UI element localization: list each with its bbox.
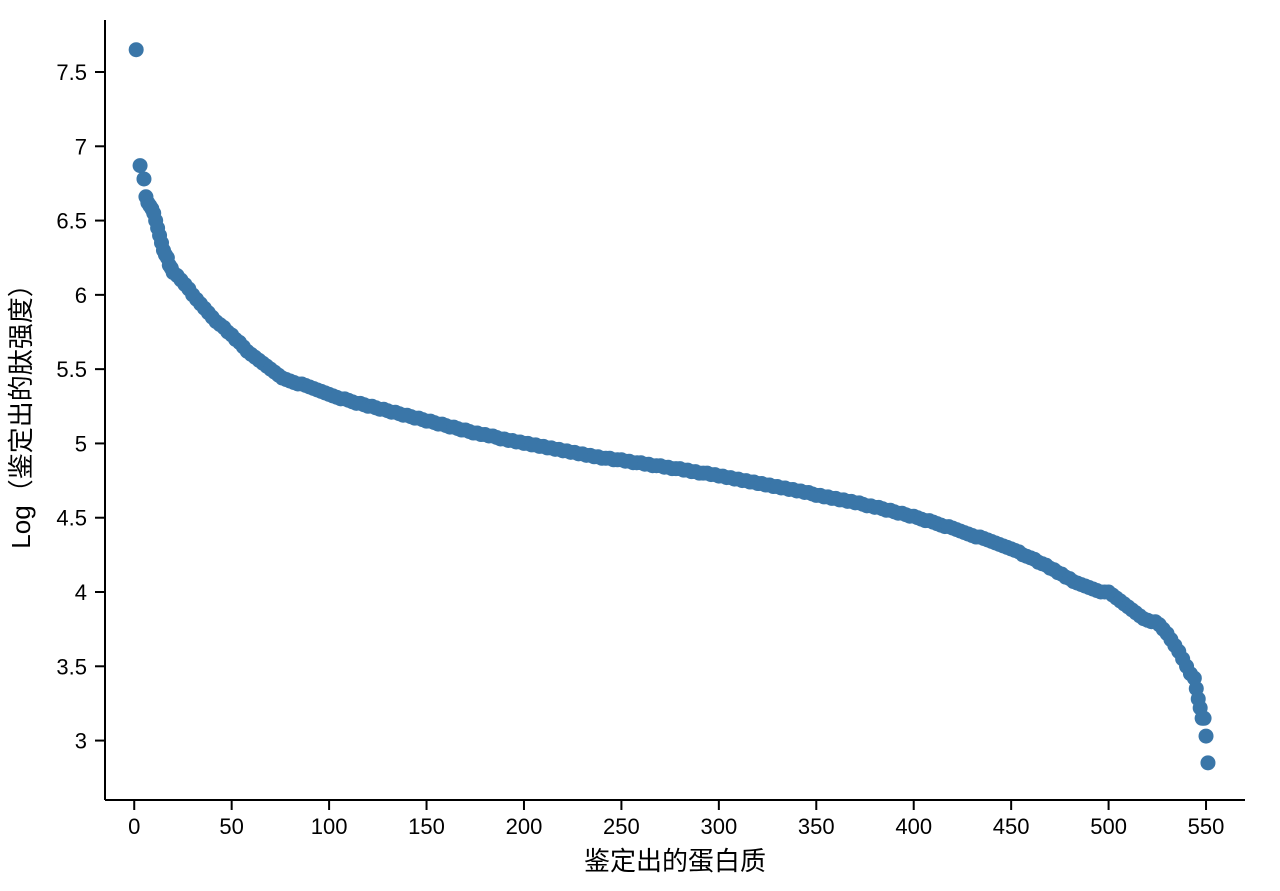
scatter-chart: 0 50 100 150 200 250 300 350 400 450 500 550 3 3.5 4 4.… — [0, 0, 1280, 891]
y-axis-label: Log（鉴定出的肽强度） — [6, 271, 36, 548]
y-tick-label: 3 — [75, 729, 87, 754]
y-tick-label: 7 — [75, 134, 87, 159]
data-point — [136, 171, 151, 186]
x-tick-label: 500 — [1090, 814, 1127, 839]
x-tick-label: 200 — [506, 814, 543, 839]
x-tick-label: 550 — [1188, 814, 1225, 839]
data-point — [133, 158, 148, 173]
data-point — [1199, 729, 1214, 744]
x-tick-label: 100 — [311, 814, 348, 839]
x-axis-label: 鉴定出的蛋白质 — [584, 846, 766, 876]
y-tick-label: 5.5 — [56, 357, 87, 382]
x-tick-label: 300 — [700, 814, 737, 839]
chart-container: 0 50 100 150 200 250 300 350 400 450 500 550 3 3.5 4 4.… — [0, 0, 1280, 891]
y-tick-label: 4 — [75, 580, 87, 605]
y-tick-label: 4.5 — [56, 506, 87, 531]
x-tick-label: 450 — [993, 814, 1030, 839]
x-tick-label: 250 — [603, 814, 640, 839]
scatter-points — [129, 42, 1216, 770]
y-tick-label: 7.5 — [56, 60, 87, 85]
y-tick-label: 3.5 — [56, 654, 87, 679]
x-tick-label: 50 — [219, 814, 243, 839]
x-tick-label: 150 — [408, 814, 445, 839]
data-point — [1200, 755, 1215, 770]
y-tick-label: 6.5 — [56, 209, 87, 234]
x-tick-label: 400 — [895, 814, 932, 839]
x-tick-label: 350 — [798, 814, 835, 839]
x-tick-label: 0 — [128, 814, 140, 839]
data-point — [1197, 711, 1212, 726]
y-tick-label: 6 — [75, 283, 87, 308]
y-tick-label: 5 — [75, 431, 87, 456]
data-point — [129, 42, 144, 57]
